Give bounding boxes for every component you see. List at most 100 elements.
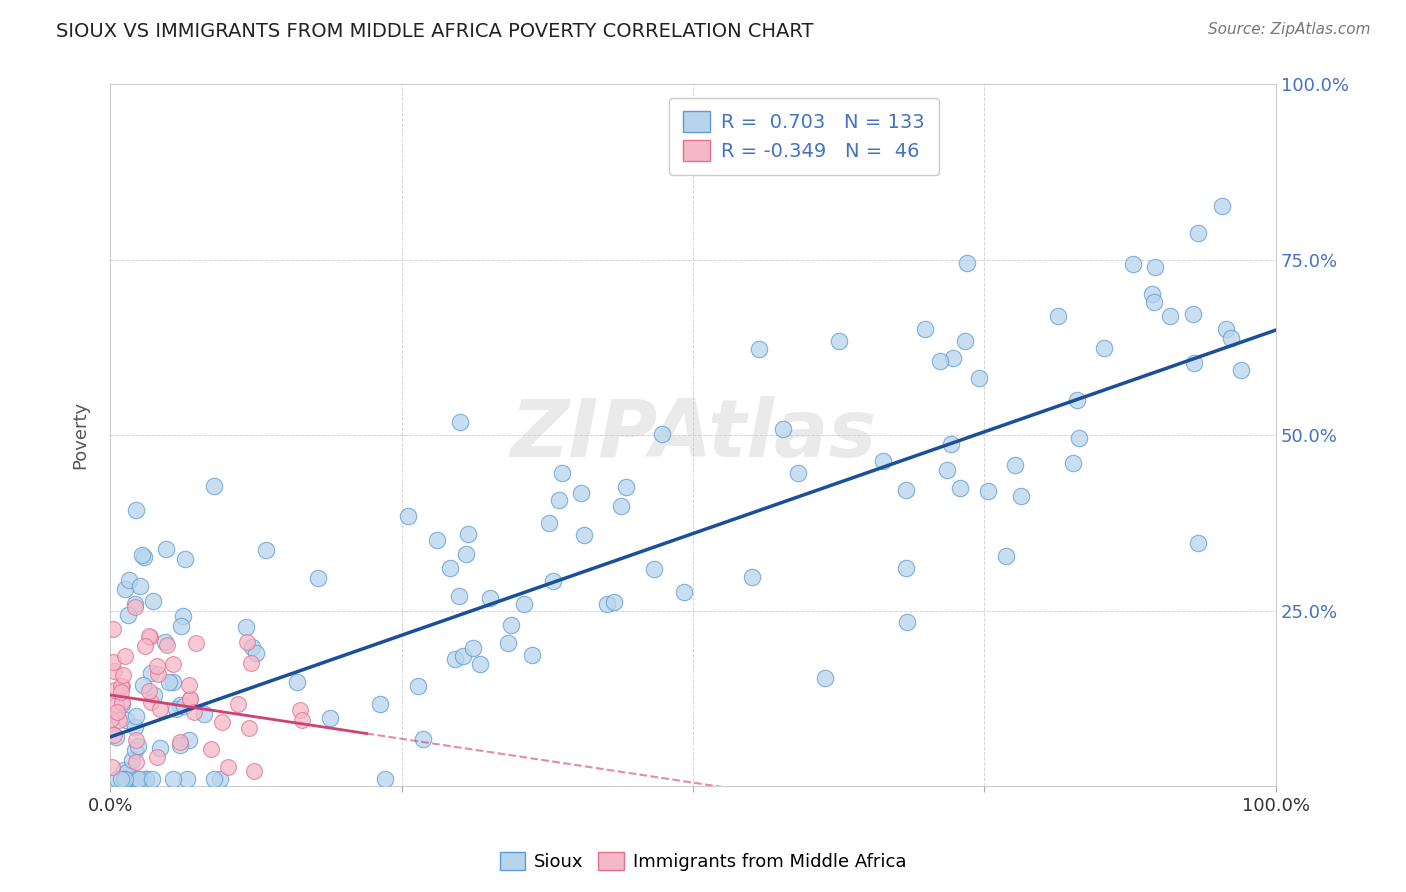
Point	[942, 351, 965, 365]
Point	[125, 709, 148, 723]
Point	[170, 619, 193, 633]
Point	[651, 427, 673, 442]
Point	[111, 667, 134, 681]
Point	[162, 772, 184, 786]
Point	[211, 715, 233, 730]
Point	[994, 549, 1017, 564]
Point	[1066, 392, 1088, 407]
Point	[1182, 356, 1205, 370]
Point	[202, 772, 225, 786]
Point	[135, 772, 157, 786]
Point	[285, 674, 308, 689]
Point	[132, 550, 155, 565]
Point	[451, 649, 474, 664]
Point	[153, 635, 176, 649]
Legend: Sioux, Immigrants from Middle Africa: Sioux, Immigrants from Middle Africa	[492, 845, 914, 879]
Point	[169, 698, 191, 713]
Point	[177, 733, 200, 747]
Point	[104, 698, 127, 712]
Point	[145, 658, 167, 673]
Point	[103, 622, 125, 636]
Point	[772, 422, 794, 436]
Point	[115, 713, 138, 727]
Point	[179, 692, 201, 706]
Text: SIOUX VS IMMIGRANTS FROM MIDDLE AFRICA POVERTY CORRELATION CHART: SIOUX VS IMMIGRANTS FROM MIDDLE AFRICA P…	[56, 22, 814, 41]
Point	[643, 562, 665, 576]
Point	[470, 657, 492, 671]
Point	[100, 712, 122, 726]
Point	[513, 597, 536, 611]
Point	[118, 573, 141, 587]
Point	[454, 547, 477, 561]
Point	[112, 772, 135, 786]
Point	[426, 533, 449, 547]
Point	[105, 730, 128, 744]
Point	[114, 648, 136, 663]
Point	[496, 635, 519, 649]
Point	[141, 665, 163, 680]
Point	[125, 755, 148, 769]
Point	[596, 597, 619, 611]
Point	[741, 570, 763, 584]
Point	[872, 454, 894, 468]
Point	[155, 542, 177, 557]
Point	[1211, 199, 1233, 213]
Point	[254, 543, 277, 558]
Point	[291, 713, 314, 727]
Point	[177, 678, 200, 692]
Point	[307, 571, 329, 585]
Point	[138, 629, 160, 643]
Point	[240, 656, 263, 670]
Point	[828, 334, 851, 348]
Point	[1046, 310, 1069, 324]
Point	[238, 721, 260, 735]
Point	[217, 759, 239, 773]
Point	[319, 710, 342, 724]
Point	[610, 499, 633, 513]
Point	[461, 640, 484, 655]
Point	[914, 321, 936, 335]
Point	[209, 772, 232, 786]
Point	[100, 760, 122, 774]
Point	[156, 638, 179, 652]
Point	[1142, 286, 1164, 301]
Point	[1187, 226, 1209, 240]
Point	[103, 728, 125, 742]
Text: ZIPAtlas: ZIPAtlas	[510, 396, 876, 475]
Point	[111, 679, 134, 693]
Point	[107, 714, 129, 728]
Point	[1092, 342, 1115, 356]
Point	[204, 479, 226, 493]
Point	[537, 516, 560, 530]
Point	[541, 574, 564, 589]
Point	[125, 772, 148, 786]
Point	[169, 735, 191, 749]
Point	[174, 552, 197, 566]
Point	[143, 688, 166, 702]
Point	[141, 772, 163, 786]
Point	[1215, 322, 1237, 336]
Point	[245, 646, 267, 660]
Point	[412, 732, 434, 747]
Point	[142, 594, 165, 608]
Point	[814, 671, 837, 685]
Point	[449, 589, 471, 603]
Point	[184, 636, 207, 650]
Point	[374, 772, 396, 786]
Legend: R =  0.703   N = 133, R = -0.349   N =  46: R = 0.703 N = 133, R = -0.349 N = 46	[669, 97, 939, 175]
Point	[103, 664, 125, 678]
Point	[124, 599, 146, 614]
Point	[956, 256, 979, 270]
Point	[125, 503, 148, 517]
Point	[748, 342, 770, 356]
Point	[129, 579, 152, 593]
Text: Source: ZipAtlas.com: Source: ZipAtlas.com	[1208, 22, 1371, 37]
Point	[1004, 458, 1026, 472]
Point	[235, 635, 257, 649]
Point	[1010, 489, 1032, 503]
Point	[243, 764, 266, 779]
Point	[183, 705, 205, 719]
Point	[117, 764, 139, 779]
Point	[569, 485, 592, 500]
Point	[1062, 456, 1084, 470]
